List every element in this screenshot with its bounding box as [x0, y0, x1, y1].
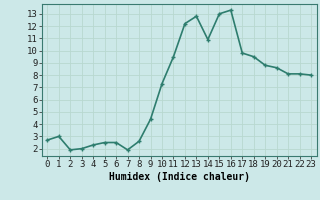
X-axis label: Humidex (Indice chaleur): Humidex (Indice chaleur) [109, 172, 250, 182]
